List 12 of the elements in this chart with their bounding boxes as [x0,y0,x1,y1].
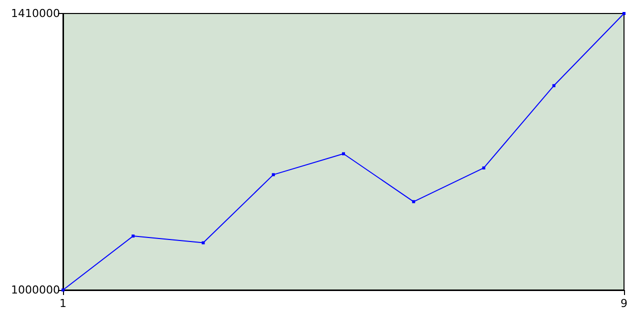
y-tick-label: 1000000 [10,284,60,296]
point [412,200,416,204]
point [552,84,556,88]
x-tick-label: 9 [620,297,628,310]
line-series [61,12,626,292]
x-tick-label: 1 [59,297,66,310]
point [342,152,345,156]
point [202,241,205,244]
point [132,234,135,238]
point [482,166,486,170]
point [272,173,275,176]
y-tick-label: 1410000 [10,7,60,20]
